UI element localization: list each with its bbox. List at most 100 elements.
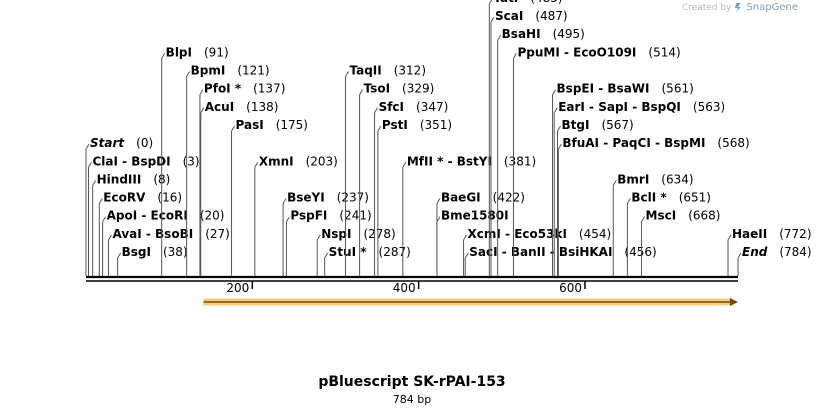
ruler-tick-label: 600 bbox=[559, 281, 582, 295]
credit-prefix: Created by bbox=[681, 2, 732, 13]
enzyme-position: (278) bbox=[363, 227, 395, 241]
enzyme-site[interactable]: PstI (351) bbox=[377, 118, 452, 276]
enzyme-position: (561) bbox=[662, 82, 694, 96]
site-connector-elbow bbox=[464, 252, 469, 259]
site-connector-elbow bbox=[345, 71, 349, 77]
site-connector-elbow bbox=[316, 234, 321, 241]
enzyme-name: TsoI bbox=[364, 82, 390, 96]
enzyme-position: (137) bbox=[253, 82, 285, 96]
enzyme-name: ClaI - BspDI bbox=[92, 154, 170, 168]
enzyme-position: (287) bbox=[379, 245, 411, 259]
enzyme-site[interactable]: BpmI (121) bbox=[186, 64, 270, 277]
enzyme-position: (568) bbox=[717, 136, 749, 150]
enzyme-name: PstI bbox=[382, 118, 408, 132]
enzyme-position: (563) bbox=[693, 100, 725, 114]
enzyme-site[interactable]: PfoI * (137) bbox=[199, 82, 285, 276]
site-connector-elbow bbox=[727, 234, 732, 241]
enzyme-site[interactable]: AvaI - BsoBI (27) bbox=[107, 227, 230, 276]
enzyme-site[interactable]: ScaI (487) bbox=[490, 9, 568, 276]
enzyme-name: BseYI bbox=[287, 191, 325, 205]
enzyme-name: HindIII bbox=[97, 172, 142, 186]
enzyme-name: PspFI bbox=[290, 209, 327, 223]
enzyme-site[interactable]: PspFI (241) bbox=[285, 209, 372, 276]
enzyme-site[interactable]: BclI * (651) bbox=[626, 191, 711, 276]
enzyme-name: NspI bbox=[321, 227, 351, 241]
enzyme-name: Bme1580I bbox=[441, 209, 509, 223]
site-connector-elbow bbox=[199, 89, 204, 95]
enzyme-position: (138) bbox=[246, 100, 278, 114]
site-connector-elbow bbox=[359, 89, 364, 95]
enzyme-site[interactable]: XcmI - Eco53kI (454) bbox=[463, 227, 612, 276]
enzyme-site[interactable]: MscI (668) bbox=[641, 209, 721, 276]
enzyme-position: (241) bbox=[339, 209, 371, 223]
enzyme-position: (495) bbox=[553, 27, 585, 41]
enzyme-site[interactable]: EarI - SapI - BspQI (563) bbox=[553, 100, 725, 276]
site-connector-elbow bbox=[402, 161, 407, 168]
enzyme-position: (91) bbox=[204, 45, 229, 59]
enzyme-name: BfuAI - PaqCI - BspMI bbox=[562, 136, 705, 150]
enzyme-name: BlpI bbox=[166, 45, 192, 59]
enzyme-position: (485) bbox=[530, 0, 562, 5]
enzyme-site[interactable]: PasI (175) bbox=[231, 118, 308, 276]
enzyme-name: TatI bbox=[493, 0, 518, 5]
enzyme-name: PasI bbox=[236, 118, 264, 132]
enzyme-position: (514) bbox=[648, 45, 680, 59]
enzyme-site[interactable]: EcoRV (16) bbox=[98, 191, 182, 276]
site-connector-elbow bbox=[497, 34, 502, 41]
enzyme-site[interactable]: XmnI (203) bbox=[254, 154, 338, 276]
enzyme-site[interactable]: BaeGI (422) bbox=[436, 191, 525, 276]
enzyme-position: (16) bbox=[157, 191, 182, 205]
enzyme-site[interactable]: BtgI (567) bbox=[557, 118, 634, 276]
enzyme-site[interactable]: BmrI (634) bbox=[612, 172, 694, 276]
enzyme-position: (567) bbox=[601, 118, 633, 132]
site-connector-elbow bbox=[612, 180, 617, 186]
site-connector-elbow bbox=[324, 252, 329, 259]
enzyme-site[interactable]: Bme1580I bbox=[436, 209, 509, 276]
enzyme-site[interactable]: PpuMI - EcoO109I (514) bbox=[512, 45, 681, 276]
site-connector-elbow bbox=[557, 125, 561, 132]
enzyme-name: XcmI - Eco53kI bbox=[468, 227, 567, 241]
enzyme-site[interactable]: TaqII (312) bbox=[344, 64, 426, 277]
enzyme-site[interactable]: AcuI (138) bbox=[200, 100, 279, 276]
enzyme-site[interactable]: BsgI (38) bbox=[117, 245, 188, 276]
site-connector-elbow bbox=[254, 161, 259, 168]
enzyme-site[interactable]: Start (0) bbox=[85, 136, 153, 276]
site-connector-elbow bbox=[108, 234, 112, 241]
site-connector-elbow bbox=[553, 107, 558, 114]
enzyme-name: MscI bbox=[646, 209, 677, 223]
enzyme-site[interactable]: ApoI - EcoRI (20) bbox=[102, 209, 225, 276]
site-connector-elbow bbox=[200, 107, 205, 114]
enzyme-site[interactable]: SacI - BanII - BsiHKAI (456) bbox=[464, 245, 657, 276]
site-connector-elbow bbox=[552, 89, 556, 95]
enzyme-site[interactable]: StuI * (287) bbox=[324, 245, 411, 276]
enzyme-position: (651) bbox=[679, 191, 711, 205]
enzyme-site[interactable]: BlpI (91) bbox=[161, 45, 229, 276]
site-connector-elbow bbox=[626, 198, 631, 204]
enzyme-site[interactable]: BseYI (237) bbox=[282, 191, 369, 276]
enzyme-site[interactable]: NspI (278) bbox=[316, 227, 396, 276]
enzyme-site[interactable]: SfcI (347) bbox=[374, 100, 449, 276]
enzyme-position: (3) bbox=[183, 154, 200, 168]
enzyme-site[interactable]: TatI (485) bbox=[488, 0, 563, 276]
enzyme-site[interactable]: HaeII (772) bbox=[727, 227, 812, 276]
enzyme-name: HaeII bbox=[732, 227, 767, 241]
enzyme-name: End bbox=[742, 245, 768, 259]
enzyme-site[interactable]: BsaHI (495) bbox=[497, 27, 585, 276]
enzyme-site[interactable]: End (784) bbox=[737, 245, 812, 276]
enzyme-site[interactable]: BspEI - BsaWI (561) bbox=[552, 82, 694, 276]
enzyme-position: (312) bbox=[394, 64, 426, 78]
site-connector-elbow bbox=[557, 143, 562, 150]
enzyme-name: PpuMI - EcoO109I bbox=[517, 45, 636, 59]
enzyme-name: BaeGI bbox=[441, 191, 481, 205]
enzyme-site[interactable]: HindIII (8) bbox=[92, 172, 171, 276]
enzyme-name: EarI - SapI - BspQI bbox=[558, 100, 681, 114]
enzyme-name: Start bbox=[90, 136, 125, 150]
enzyme-site[interactable]: BfuAI - PaqCI - BspMI (568) bbox=[557, 136, 750, 276]
enzyme-site[interactable]: MfII * - BstYI (381) bbox=[402, 154, 536, 276]
enzyme-position: (668) bbox=[688, 209, 720, 223]
enzyme-site[interactable]: TsoI (329) bbox=[359, 82, 435, 276]
enzyme-name: BclI * bbox=[631, 191, 667, 205]
enzyme-position: (203) bbox=[306, 154, 338, 168]
enzyme-name: BpmI bbox=[191, 64, 226, 78]
site-connector-elbow bbox=[88, 161, 92, 168]
